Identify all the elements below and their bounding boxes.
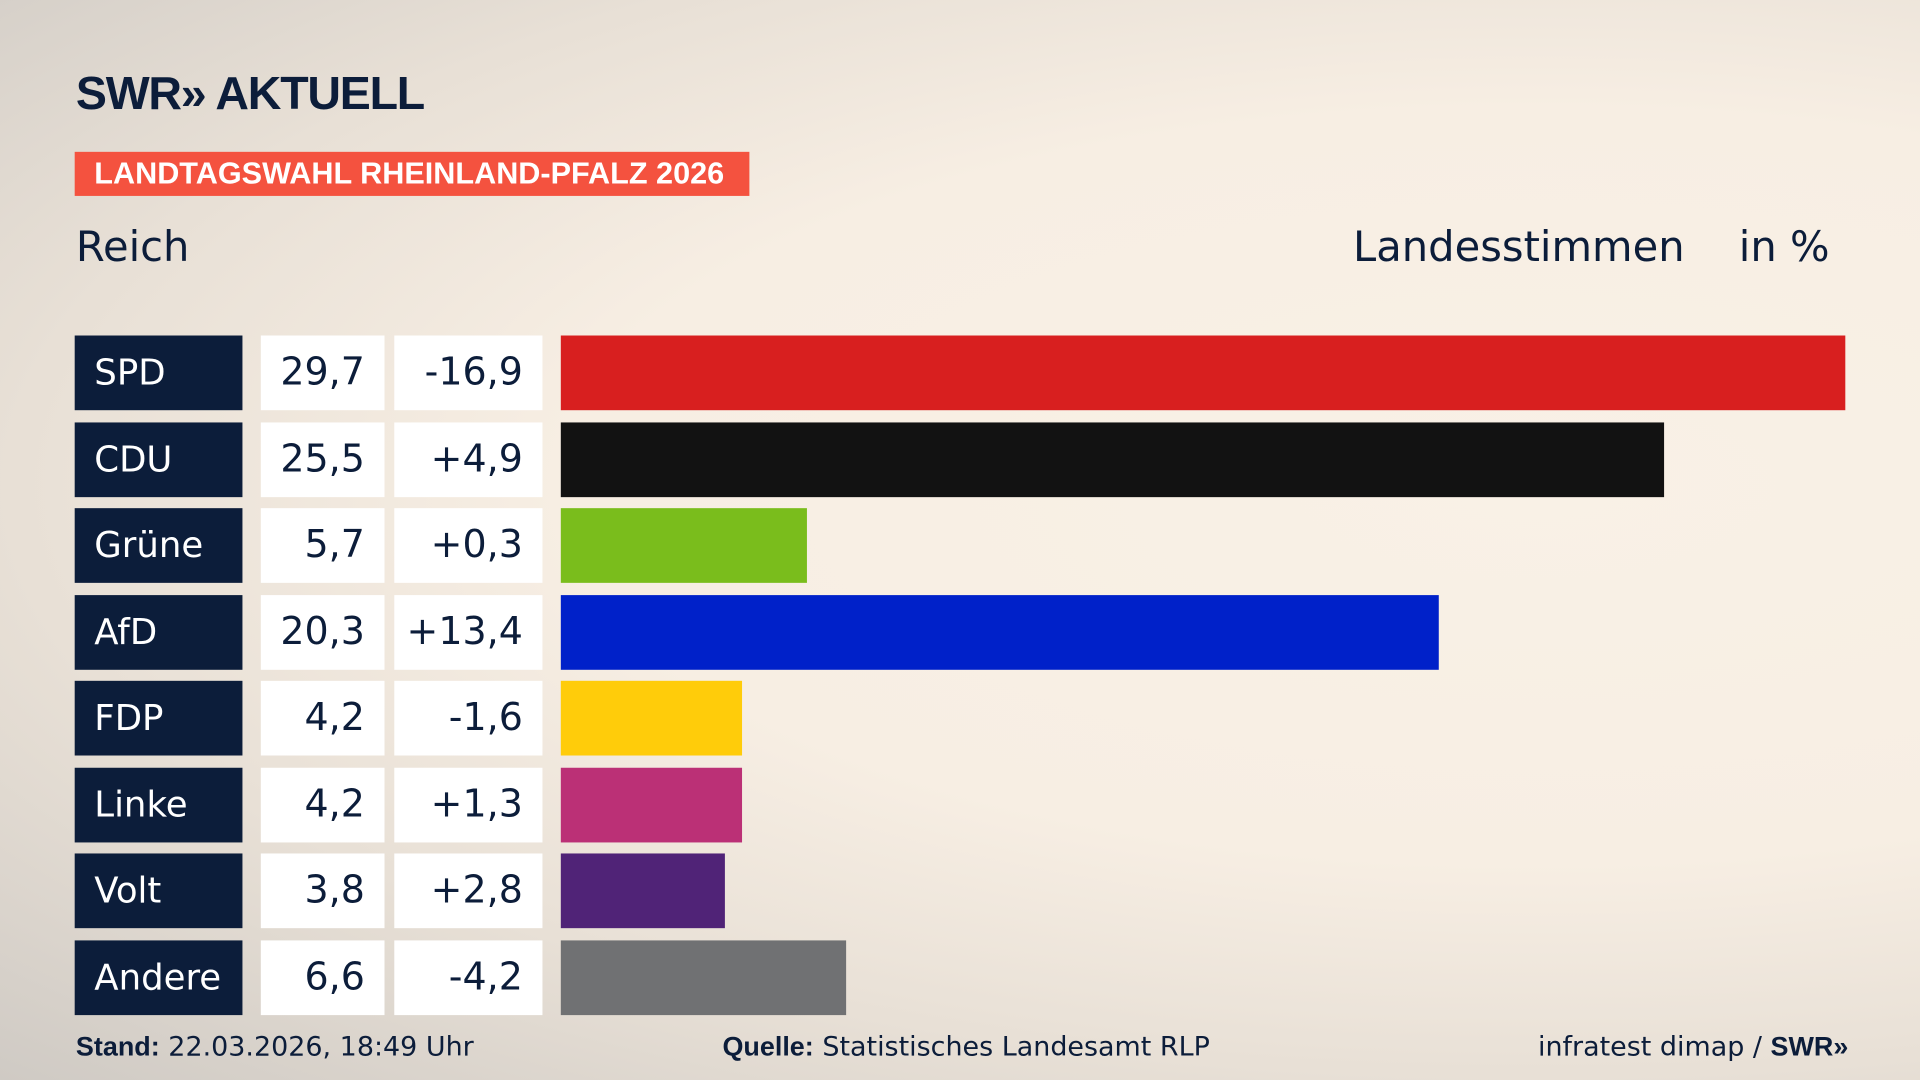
bar (560, 421, 1664, 497)
diff-label: -4,2 (394, 939, 543, 1015)
credit: infratest dimap / SWR» (1538, 1031, 1848, 1063)
party-label: FDP (74, 680, 243, 756)
value-label: 20,3 (260, 594, 385, 670)
value-label: 4,2 (260, 680, 385, 756)
diff-label: +13,4 (394, 594, 543, 670)
swr-aktuell-logo: SWR» AKTUELL (75, 68, 425, 121)
source: Quelle: Statistisches Landesamt RLP (722, 1031, 1209, 1063)
source-value: Statistisches Landesamt RLP (822, 1032, 1210, 1063)
party-label: CDU (74, 421, 243, 497)
value-label: 4,2 (260, 767, 385, 842)
stand-label: Stand: (75, 1031, 160, 1062)
diff-label: +0,3 (394, 508, 543, 583)
party-label: AfD (74, 594, 243, 670)
diff-label: +4,9 (394, 421, 543, 497)
party-label: Andere (74, 939, 243, 1015)
value-label: 29,7 (260, 335, 385, 411)
election-banner: LANDTAGSWAHL RHEINLAND-PFALZ 2026 (74, 151, 750, 196)
diff-label: -16,9 (394, 335, 543, 411)
party-label: Volt (74, 853, 243, 929)
value-label: 25,5 (260, 421, 385, 497)
bar (560, 767, 743, 842)
source-label: Quelle: (722, 1031, 814, 1062)
party-label: Grüne (74, 508, 243, 583)
bar (560, 939, 847, 1015)
value-label: 6,6 (260, 939, 385, 1015)
swr-brand: SWR» (1770, 1031, 1849, 1062)
unit-label: in % (1738, 222, 1830, 272)
bar (560, 508, 808, 583)
region-title: Reich (75, 222, 190, 272)
bar (560, 853, 726, 929)
value-label: 3,8 (260, 853, 385, 929)
credit-text: infratest dimap / (1537, 1032, 1771, 1063)
stand-value: 22.03.2026, 18:49 Uhr (168, 1032, 474, 1063)
bar (560, 680, 743, 756)
measure-label: Landesstimmen (1353, 222, 1685, 272)
bar (560, 335, 1846, 411)
party-label: SPD (74, 335, 243, 411)
timestamp: Stand: 22.03.2026, 18:49 Uhr (76, 1031, 474, 1063)
bar (560, 594, 1439, 670)
party-label: Linke (74, 767, 243, 842)
diff-label: -1,6 (394, 680, 543, 756)
diff-label: +1,3 (394, 767, 543, 842)
diff-label: +2,8 (394, 853, 543, 929)
value-label: 5,7 (260, 508, 385, 583)
